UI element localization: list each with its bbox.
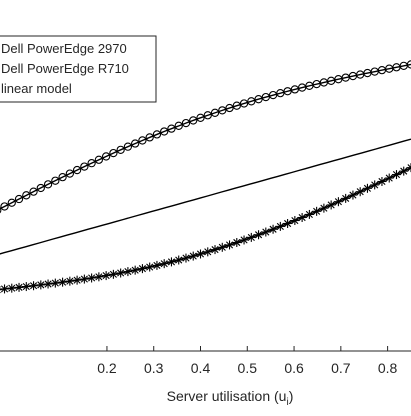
data-point: [174, 256, 183, 265]
x-tick-label: 0.8: [378, 360, 398, 376]
data-point: [73, 276, 82, 285]
data-point: [44, 280, 53, 289]
legend-entry: Dell PowerEdge 2970: [1, 41, 127, 56]
axes: 0.2 0.3 0.4 0.5 0.6 0.7 0.8: [0, 346, 411, 376]
data-point: [145, 263, 154, 272]
x-tick-label: 0.4: [191, 360, 211, 376]
x-axis-label-text: Server utilisation (u: [167, 388, 287, 404]
data-point: [7, 284, 16, 293]
data-point: [51, 279, 60, 288]
data-point: [109, 270, 118, 279]
data-point: [152, 261, 161, 270]
data-point: [102, 271, 111, 280]
x-tick-label: 0.5: [238, 360, 258, 376]
data-point: [196, 249, 205, 258]
legend-entry: linear model: [1, 81, 72, 96]
data-point: [0, 284, 9, 293]
series-line: [0, 168, 411, 291]
data-point: [36, 280, 45, 289]
data-point: [116, 268, 125, 277]
data-point: [218, 243, 227, 252]
data-point: [15, 283, 24, 292]
data-point: [203, 247, 212, 256]
data-point: [29, 281, 38, 290]
data-point: [131, 266, 140, 275]
data-point: [80, 275, 89, 284]
data-point: [123, 267, 132, 276]
x-tick-label: 0.7: [331, 360, 351, 376]
series-1: [0, 163, 411, 295]
data-point: [65, 277, 74, 286]
data-point: [94, 272, 103, 281]
data-point: [225, 240, 234, 249]
x-tick-label: 0.6: [284, 360, 304, 376]
data-point: [189, 252, 198, 261]
data-point: [87, 273, 96, 282]
x-axis-label-suffix: ): [289, 388, 294, 404]
x-tick-label: 0.2: [97, 360, 117, 376]
legend-entry: Dell PowerEdge R710: [1, 61, 129, 76]
data-point: [22, 282, 31, 291]
legend: Dell PowerEdge 2970 Dell PowerEdge R710 li…: [0, 36, 156, 102]
data-point: [232, 238, 241, 247]
data-point: [211, 245, 220, 254]
data-point: [138, 264, 147, 273]
data-point: [160, 259, 169, 268]
x-axis-label: Server utilisation (ui): [167, 388, 294, 408]
data-point: [58, 278, 67, 287]
data-point: [181, 254, 190, 263]
data-point: [240, 235, 249, 244]
data-point: [167, 257, 176, 266]
x-tick-label: 0.3: [144, 360, 164, 376]
